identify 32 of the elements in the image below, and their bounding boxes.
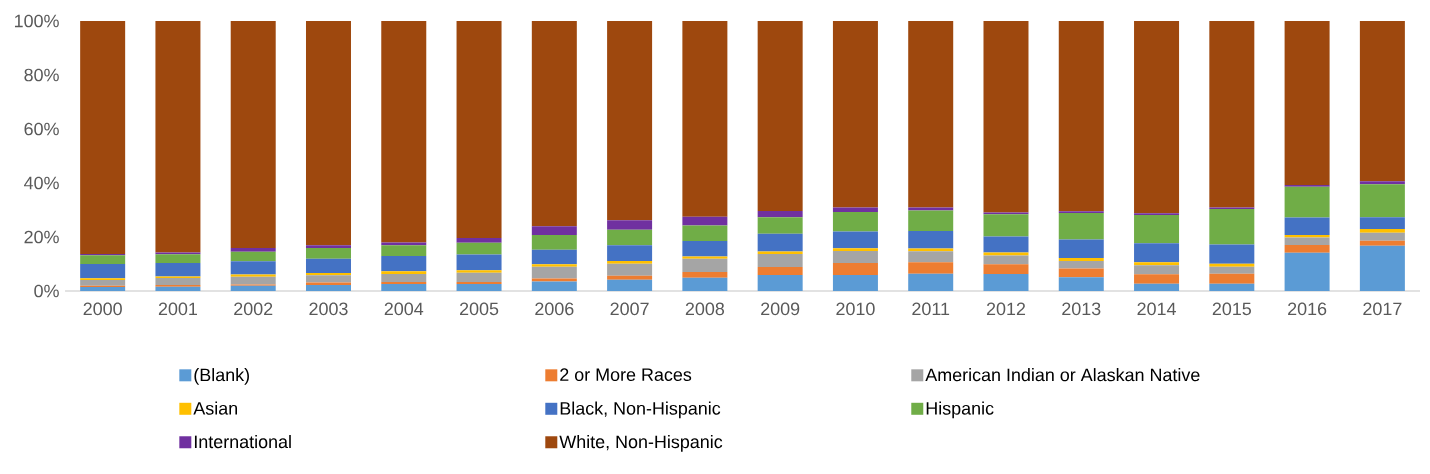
x-tick-label: 2003 [309, 302, 348, 316]
x-tick-label: 2014 [1137, 302, 1176, 316]
legend-label: American Indian or Alaskan Native [925, 368, 1200, 382]
x-tick-label: 2010 [836, 302, 875, 316]
x-tick-label: 2001 [158, 302, 197, 316]
x-tick-label: 2007 [610, 302, 649, 316]
y-tick-label: 60% [24, 122, 59, 136]
x-tick-label: 2008 [685, 302, 725, 316]
y-tick-label: 0% [34, 284, 59, 298]
x-tick-label: 2015 [1212, 302, 1252, 316]
legend-label: 2 or More Races [560, 368, 692, 381]
legend-label: White, Non-Hispanic [559, 435, 723, 452]
x-tick-label: 2009 [761, 302, 800, 316]
x-tick-label: 2004 [384, 302, 424, 316]
y-tick-label: 40% [24, 176, 59, 190]
x-tick-label: 2013 [1062, 302, 1101, 316]
x-tick-label: 2017 [1363, 302, 1402, 316]
legend-label: Hispanic [926, 401, 994, 419]
y-tick-label: 80% [24, 68, 59, 82]
x-tick-label: 2011 [912, 302, 950, 316]
legend-label: International [194, 435, 291, 449]
y-tick-label: 100% [14, 14, 59, 28]
x-tick-label: 2016 [1288, 302, 1327, 316]
x-tick-label: 2000 [83, 302, 122, 316]
x-tick-label: 2005 [460, 302, 499, 316]
x-tick-label: 2012 [986, 302, 1026, 316]
x-tick-label: 2006 [535, 302, 574, 316]
x-tick-label: 2002 [234, 302, 273, 316]
legend-label: (Blank) [194, 368, 249, 385]
legend-label: Asian [193, 401, 237, 415]
y-tick-label: 20% [24, 230, 59, 244]
legend-label: Black, Non-Hispanic [560, 401, 721, 419]
